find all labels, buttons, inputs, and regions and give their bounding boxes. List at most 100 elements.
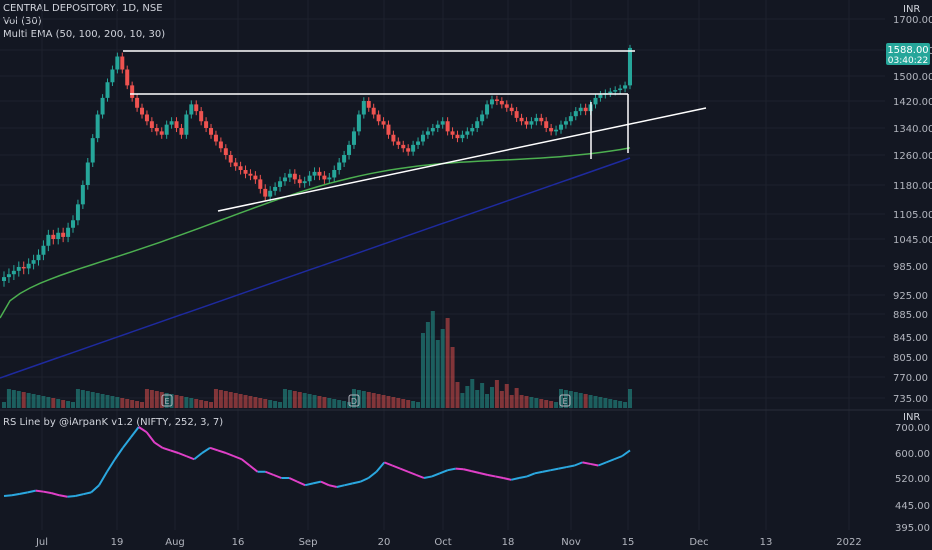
candle xyxy=(361,101,366,115)
candle xyxy=(455,134,460,139)
candle xyxy=(71,220,76,228)
candle xyxy=(519,117,524,122)
rs-line-segment xyxy=(138,426,148,434)
volume-bar xyxy=(189,398,194,408)
candle xyxy=(430,128,435,132)
candle xyxy=(258,179,263,189)
volume-bar xyxy=(85,391,90,408)
volume-bar xyxy=(445,318,450,408)
volume-bar xyxy=(292,391,297,408)
candle xyxy=(282,177,287,182)
volume-bar xyxy=(455,382,460,408)
y-tick-label: 770.00 xyxy=(893,373,928,384)
candle xyxy=(144,114,149,122)
volume-bar xyxy=(209,402,214,408)
x-tick-label: Jul xyxy=(35,537,48,548)
candle xyxy=(95,114,100,139)
volume-bar xyxy=(61,400,66,408)
y-tick-label: 925.00 xyxy=(893,291,928,302)
candle xyxy=(21,266,26,269)
candle xyxy=(223,148,228,155)
volume-bar xyxy=(509,395,514,408)
volume-bar xyxy=(130,400,135,408)
volume-bar xyxy=(603,398,608,408)
rs-line-segment xyxy=(185,455,195,461)
candle xyxy=(80,185,85,205)
candle xyxy=(51,234,56,239)
volume-bar xyxy=(485,394,490,408)
volume-bar xyxy=(563,390,568,408)
candle xyxy=(307,175,312,182)
volume-bar xyxy=(90,392,95,408)
candle xyxy=(204,121,209,128)
rs-line-segment xyxy=(98,471,108,486)
y-tick-label: 805.00 xyxy=(893,353,928,364)
volume-bar xyxy=(149,390,154,408)
rs-line-segment xyxy=(328,484,338,488)
volume-bar xyxy=(578,393,583,408)
candle xyxy=(583,107,588,112)
volume-bar xyxy=(554,402,559,408)
candle xyxy=(105,82,110,98)
rs-line-segment xyxy=(447,467,456,472)
rs-line-segment xyxy=(170,449,179,454)
volume-bar xyxy=(218,390,223,408)
volume-bar xyxy=(470,379,475,408)
rs-line-segment xyxy=(249,464,259,473)
candle xyxy=(248,173,253,176)
candle xyxy=(371,107,376,115)
candle xyxy=(386,124,391,135)
volume-bar xyxy=(450,347,455,408)
price-badge-value: 1588.00 xyxy=(887,45,928,56)
candle xyxy=(494,99,499,101)
y-tick-label: 1340.00 xyxy=(893,124,932,135)
volume-bar xyxy=(514,388,519,408)
y-tick-label: 885.00 xyxy=(893,310,928,321)
volume-bar xyxy=(435,340,440,408)
y-tick-label: 735.00 xyxy=(893,394,928,405)
volume-bar xyxy=(194,399,199,408)
candle xyxy=(31,260,36,264)
rs-line-segment xyxy=(193,452,203,461)
volume-bar xyxy=(278,402,283,408)
price-badge-countdown: 03:40:22 xyxy=(888,56,928,66)
ema-200-line xyxy=(0,157,631,379)
rs-line-segment xyxy=(344,482,353,487)
volume-bar xyxy=(549,401,554,408)
candle xyxy=(347,144,352,155)
volume-bar xyxy=(342,401,347,408)
candle xyxy=(302,181,307,184)
volume-bar xyxy=(144,389,149,408)
candle xyxy=(499,101,504,105)
volume-bar xyxy=(184,397,189,408)
y-tick-label: 845.00 xyxy=(893,333,928,344)
volume-bar xyxy=(46,397,51,408)
candle xyxy=(489,99,494,105)
candle xyxy=(327,177,332,180)
volume-bar xyxy=(174,395,179,408)
candle xyxy=(608,91,613,94)
volume-bar xyxy=(332,399,337,408)
volume-bar xyxy=(179,396,184,408)
candle xyxy=(554,129,559,132)
volume-bar xyxy=(120,398,125,408)
candle xyxy=(120,56,125,70)
candle xyxy=(416,141,421,145)
rs-line-segment xyxy=(352,480,361,485)
candle xyxy=(11,270,16,275)
candle xyxy=(169,121,174,125)
volume-bar xyxy=(199,400,204,408)
rs-line-segment xyxy=(273,473,282,479)
volume-bar xyxy=(228,392,233,408)
candle xyxy=(100,97,105,115)
rs-line-segment xyxy=(320,480,330,487)
rs-line-segment xyxy=(11,492,21,497)
candle xyxy=(549,128,554,132)
rs-line-segment xyxy=(129,426,140,439)
rs-line-segment xyxy=(558,466,567,470)
rs-line-segment xyxy=(605,458,615,464)
rs-line-segment xyxy=(597,461,607,467)
y-tick-label: 1420.00 xyxy=(893,97,932,108)
volume-bar xyxy=(499,391,504,408)
